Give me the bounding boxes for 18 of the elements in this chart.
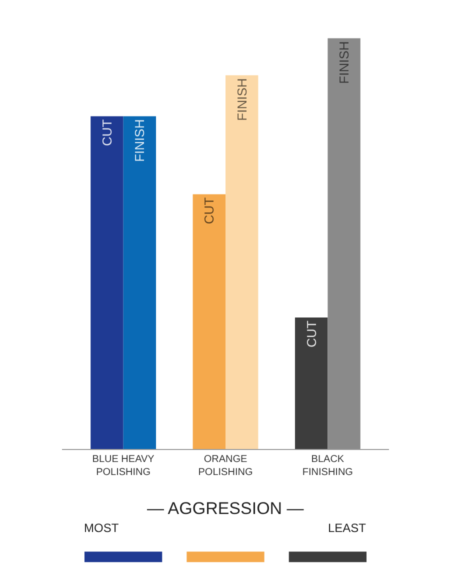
x-tick-label: BLUE HEAVY POLISHING (92, 454, 155, 478)
text: CUT (304, 320, 319, 348)
x-tick-label: BLACK FINISHING (302, 454, 354, 478)
x-tick-label: ORANGE POLISHING (198, 454, 253, 478)
bar (294, 318, 328, 449)
text: CUT (202, 197, 217, 224)
text: LEAST (328, 521, 367, 535)
series-label: CUT (99, 119, 114, 146)
bar (226, 75, 258, 449)
text: FINISH (234, 78, 250, 121)
text: FINISH (336, 41, 352, 84)
bar (90, 116, 124, 449)
bar (123, 116, 156, 449)
bar (192, 194, 226, 449)
bar (328, 38, 360, 449)
text: — AGGRESSION — (147, 499, 304, 518)
series-label: FINISH (132, 119, 148, 162)
text: MOST (84, 521, 120, 535)
